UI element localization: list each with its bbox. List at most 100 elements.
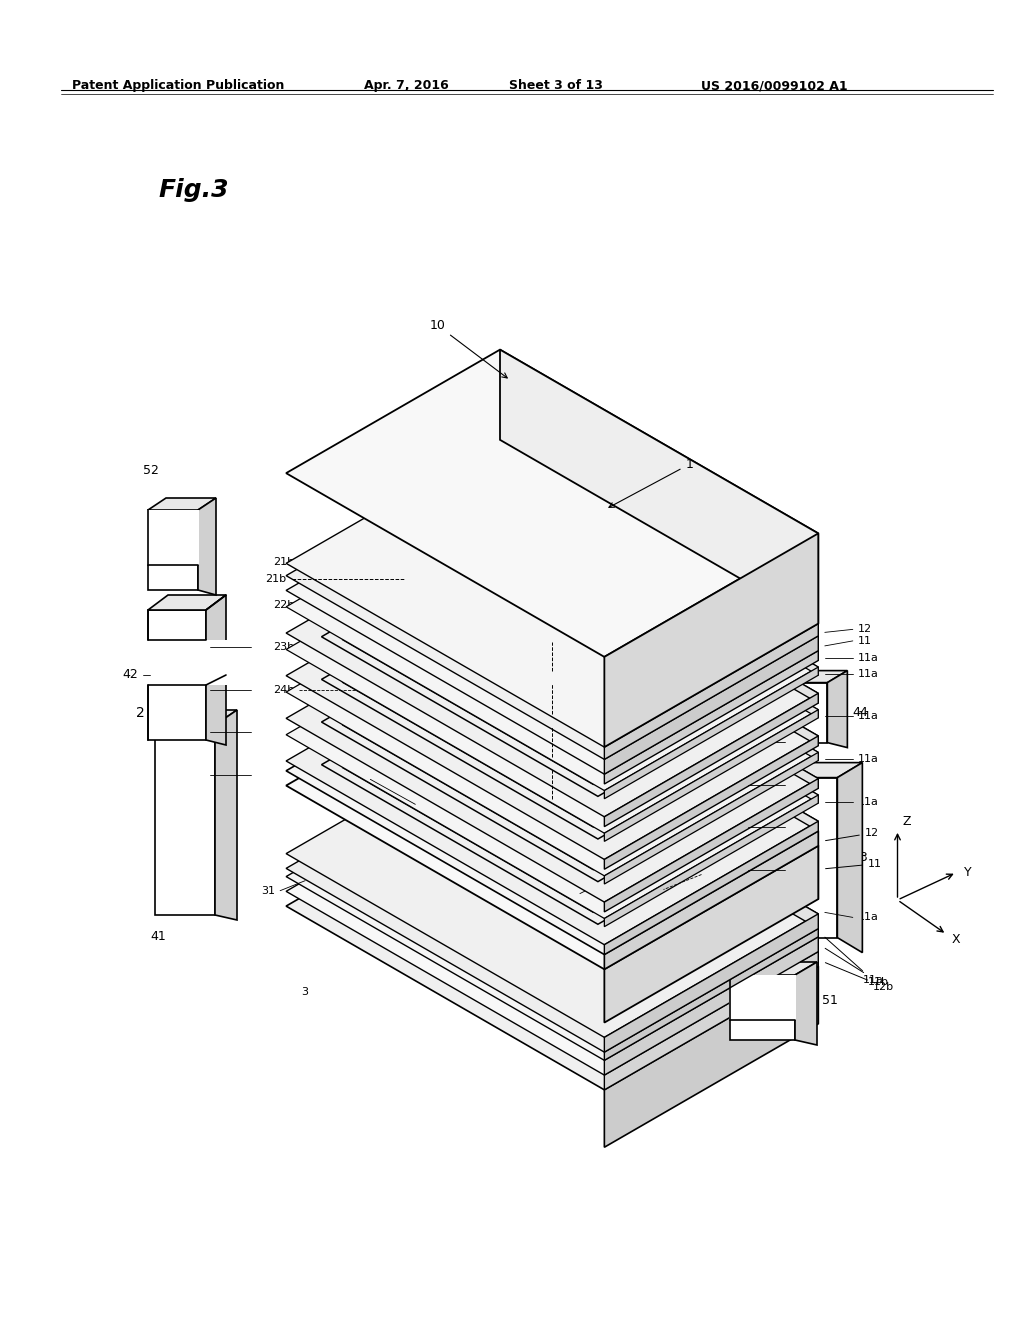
Polygon shape	[827, 671, 848, 747]
Polygon shape	[604, 913, 818, 1052]
Polygon shape	[500, 783, 818, 1024]
Text: Z: Z	[902, 816, 911, 829]
Text: 21b: 21b	[265, 574, 287, 585]
Polygon shape	[664, 907, 690, 935]
Text: 42: 42	[122, 668, 138, 681]
Polygon shape	[604, 693, 818, 826]
Polygon shape	[604, 795, 818, 927]
Polygon shape	[604, 952, 818, 1090]
Polygon shape	[206, 595, 226, 744]
Polygon shape	[604, 667, 818, 799]
Polygon shape	[500, 663, 818, 899]
Polygon shape	[795, 962, 817, 1045]
Polygon shape	[604, 966, 818, 1147]
Polygon shape	[286, 754, 818, 1060]
Text: 22b: 22b	[272, 599, 294, 610]
Text: 35: 35	[640, 886, 653, 895]
Polygon shape	[286, 483, 818, 791]
Polygon shape	[404, 795, 536, 871]
Polygon shape	[500, 754, 818, 952]
Text: 10: 10	[429, 319, 507, 378]
Polygon shape	[500, 744, 818, 937]
Text: 11a: 11a	[858, 797, 879, 807]
Text: 11: 11	[858, 636, 871, 645]
Text: 44: 44	[852, 706, 868, 719]
Text: 23: 23	[190, 726, 206, 739]
Polygon shape	[604, 821, 818, 954]
Polygon shape	[500, 647, 818, 846]
Text: 24b: 24b	[272, 685, 294, 694]
Polygon shape	[838, 763, 862, 953]
Polygon shape	[215, 710, 237, 920]
Polygon shape	[500, 638, 818, 832]
Polygon shape	[286, 783, 818, 1090]
Text: 21b: 21b	[272, 557, 294, 568]
Polygon shape	[500, 611, 818, 803]
Polygon shape	[730, 962, 817, 975]
Bar	[205, 640, 227, 685]
Polygon shape	[641, 923, 690, 964]
Text: 22a: 22a	[791, 780, 811, 789]
Polygon shape	[604, 846, 818, 1023]
Text: 23a: 23a	[791, 822, 811, 832]
Text: 31: 31	[261, 886, 275, 896]
Polygon shape	[513, 726, 592, 771]
Polygon shape	[286, 768, 818, 1074]
Text: 11: 11	[825, 859, 882, 869]
Text: 11a: 11a	[858, 754, 879, 764]
Polygon shape	[286, 350, 818, 657]
Polygon shape	[500, 730, 818, 929]
Text: Patent Application Publication: Patent Application Publication	[72, 79, 284, 92]
Text: 33: 33	[614, 874, 629, 883]
Polygon shape	[500, 453, 818, 651]
Polygon shape	[604, 832, 818, 969]
Polygon shape	[516, 859, 634, 928]
Polygon shape	[463, 792, 490, 820]
Bar	[147, 640, 207, 685]
Text: 12: 12	[825, 828, 879, 841]
Text: Sheet 3 of 13: Sheet 3 of 13	[509, 79, 603, 92]
Polygon shape	[500, 467, 818, 660]
Text: 2: 2	[136, 706, 145, 719]
Text: 24: 24	[190, 768, 206, 781]
Text: {: {	[144, 692, 173, 734]
Text: 21a: 21a	[791, 737, 811, 747]
Polygon shape	[286, 744, 818, 1052]
Polygon shape	[286, 552, 818, 859]
Bar	[730, 975, 795, 1040]
Text: 12: 12	[858, 624, 871, 635]
Text: 3: 3	[301, 987, 308, 997]
Text: Apr. 7, 2016: Apr. 7, 2016	[364, 79, 449, 92]
Text: 41: 41	[150, 931, 166, 942]
Polygon shape	[604, 752, 818, 884]
Polygon shape	[513, 768, 592, 813]
Polygon shape	[286, 440, 818, 747]
Polygon shape	[604, 937, 818, 1074]
Polygon shape	[286, 730, 818, 1038]
Text: 11a: 11a	[858, 711, 879, 722]
Polygon shape	[286, 611, 818, 919]
Polygon shape	[782, 671, 848, 682]
Text: 22: 22	[190, 684, 206, 696]
Polygon shape	[148, 595, 226, 610]
Text: 21: 21	[190, 640, 206, 653]
Polygon shape	[286, 569, 818, 876]
Polygon shape	[286, 595, 818, 902]
Text: 12b: 12b	[825, 962, 894, 991]
Bar	[147, 510, 199, 565]
Polygon shape	[155, 710, 237, 725]
Text: 11b: 11b	[825, 948, 889, 987]
Text: 11a: 11a	[858, 912, 879, 923]
Text: 11a: 11a	[858, 669, 879, 678]
Bar	[148, 610, 206, 741]
Text: 1: 1	[609, 458, 693, 507]
Polygon shape	[604, 737, 818, 870]
Polygon shape	[604, 710, 818, 841]
Text: 52: 52	[143, 463, 159, 477]
Bar	[729, 975, 796, 1020]
Text: 11a: 11a	[825, 937, 884, 985]
Polygon shape	[513, 640, 592, 686]
Polygon shape	[198, 498, 216, 595]
Bar	[782, 682, 827, 743]
Text: Y: Y	[965, 866, 972, 879]
